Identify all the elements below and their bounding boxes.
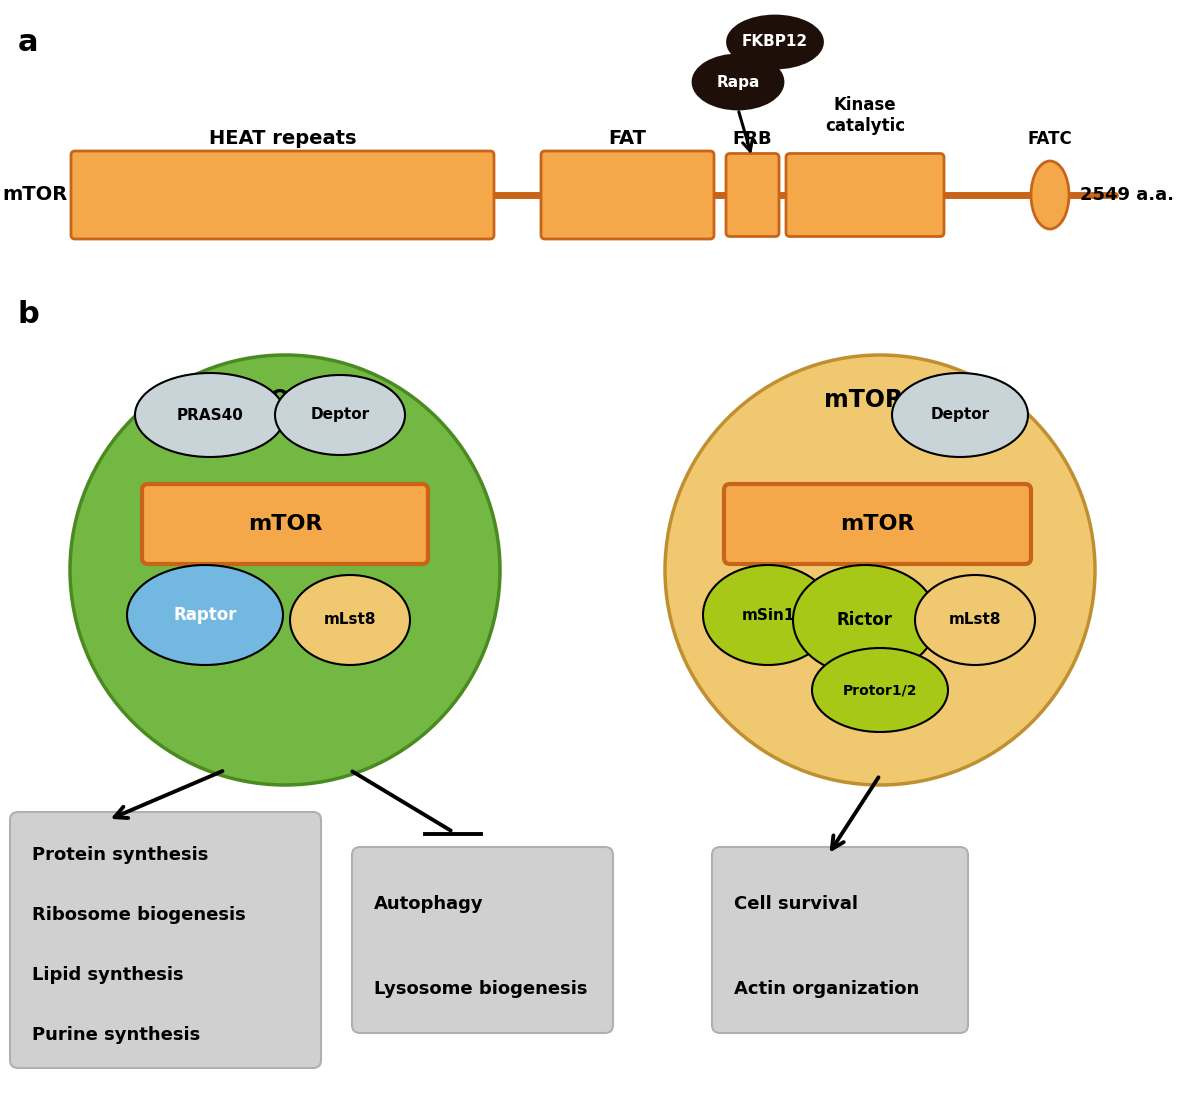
Text: Actin organization: Actin organization <box>734 981 919 998</box>
Text: Deptor: Deptor <box>311 407 370 422</box>
Ellipse shape <box>70 355 500 785</box>
Text: mLst8: mLst8 <box>324 612 377 627</box>
FancyBboxPatch shape <box>10 812 322 1068</box>
Text: Ribosome biogenesis: Ribosome biogenesis <box>32 906 246 924</box>
Text: mTORC1: mTORC1 <box>229 388 341 412</box>
Text: 2549 a.a.: 2549 a.a. <box>1080 186 1174 204</box>
Text: b: b <box>18 299 40 329</box>
Text: mTOR: mTOR <box>840 514 914 534</box>
Text: Cell survival: Cell survival <box>734 895 858 914</box>
Text: Kinase
catalytic: Kinase catalytic <box>824 97 905 135</box>
Ellipse shape <box>916 575 1034 665</box>
Text: mSin1: mSin1 <box>742 608 794 622</box>
Ellipse shape <box>793 565 937 675</box>
Ellipse shape <box>127 565 283 665</box>
Ellipse shape <box>892 373 1028 457</box>
Ellipse shape <box>290 575 410 665</box>
Ellipse shape <box>665 355 1096 785</box>
Text: mTOR: mTOR <box>247 514 323 534</box>
Text: mTORC2: mTORC2 <box>823 388 936 412</box>
Ellipse shape <box>703 565 833 665</box>
Ellipse shape <box>275 375 406 455</box>
FancyBboxPatch shape <box>352 847 613 1033</box>
Text: Purine synthesis: Purine synthesis <box>32 1026 200 1044</box>
FancyBboxPatch shape <box>726 154 779 237</box>
Text: Lysosome biogenesis: Lysosome biogenesis <box>374 981 588 998</box>
FancyBboxPatch shape <box>712 847 968 1033</box>
Text: Raptor: Raptor <box>173 606 236 624</box>
Ellipse shape <box>727 16 822 68</box>
Text: HEAT repeats: HEAT repeats <box>209 129 356 148</box>
FancyBboxPatch shape <box>541 151 714 239</box>
FancyBboxPatch shape <box>71 151 494 239</box>
Text: FAT: FAT <box>608 129 647 148</box>
Ellipse shape <box>134 373 286 457</box>
FancyBboxPatch shape <box>786 154 944 237</box>
Text: mLst8: mLst8 <box>949 612 1001 627</box>
Text: mTOR: mTOR <box>2 185 68 204</box>
Text: PRAS40: PRAS40 <box>176 407 244 422</box>
Text: Deptor: Deptor <box>930 407 990 422</box>
Text: Rapa: Rapa <box>716 75 760 90</box>
Text: Rictor: Rictor <box>838 611 893 629</box>
Text: FKBP12: FKBP12 <box>742 34 808 49</box>
Text: FATC: FATC <box>1027 131 1073 148</box>
Text: Protein synthesis: Protein synthesis <box>32 846 209 863</box>
FancyBboxPatch shape <box>724 484 1031 564</box>
Text: Protor1/2: Protor1/2 <box>842 683 917 697</box>
Text: Autophagy: Autophagy <box>374 895 484 914</box>
Text: Lipid synthesis: Lipid synthesis <box>32 965 184 984</box>
Ellipse shape <box>812 648 948 732</box>
Ellipse shape <box>1031 161 1069 229</box>
FancyBboxPatch shape <box>142 484 428 564</box>
Ellipse shape <box>694 55 784 109</box>
Text: a: a <box>18 29 38 57</box>
Text: FRB: FRB <box>732 131 772 148</box>
